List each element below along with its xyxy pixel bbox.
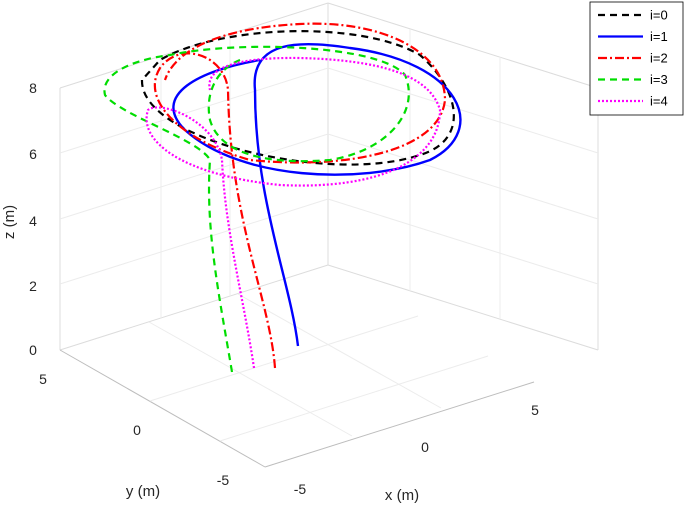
legend-label-4: i=4 xyxy=(650,94,668,109)
z-axis-label: z (m) xyxy=(1,205,18,239)
series-line-3 xyxy=(103,45,410,373)
y-tick-0: 0 xyxy=(133,422,141,438)
grid-lines xyxy=(59,29,599,442)
legend: i=0 i=1 i=2 i=3 i=4 xyxy=(589,1,684,116)
x-tick-5: 5 xyxy=(531,402,539,418)
z-tick-0: 0 xyxy=(29,342,37,358)
legend-label-1: i=1 xyxy=(650,29,668,44)
legend-label-2: i=2 xyxy=(650,51,668,66)
y-tick-neg5: -5 xyxy=(217,472,230,488)
y-axis-label: y (m) xyxy=(126,483,160,500)
y-tick-labels: 5 0 -5 xyxy=(39,371,229,488)
series-layer xyxy=(103,22,462,373)
x-tick-neg5: -5 xyxy=(294,481,307,497)
x-tick-labels: -5 0 5 xyxy=(294,402,539,497)
z-tick-8: 8 xyxy=(29,80,37,96)
x-axis-label: x (m) xyxy=(385,487,419,504)
x-tick-0: 0 xyxy=(421,439,429,455)
legend-label-0: i=0 xyxy=(650,8,668,23)
series-line-2 xyxy=(153,22,447,369)
z-tick-2: 2 xyxy=(29,278,37,294)
z-tick-6: 6 xyxy=(29,146,37,162)
z-tick-4: 4 xyxy=(29,213,37,229)
series-line-0 xyxy=(140,30,455,166)
series-line-4 xyxy=(145,56,442,369)
z-tick-labels: 8 6 4 2 0 xyxy=(29,80,37,358)
axes-box xyxy=(59,2,599,468)
y-tick-5: 5 xyxy=(39,371,47,387)
legend-label-3: i=3 xyxy=(650,72,668,87)
